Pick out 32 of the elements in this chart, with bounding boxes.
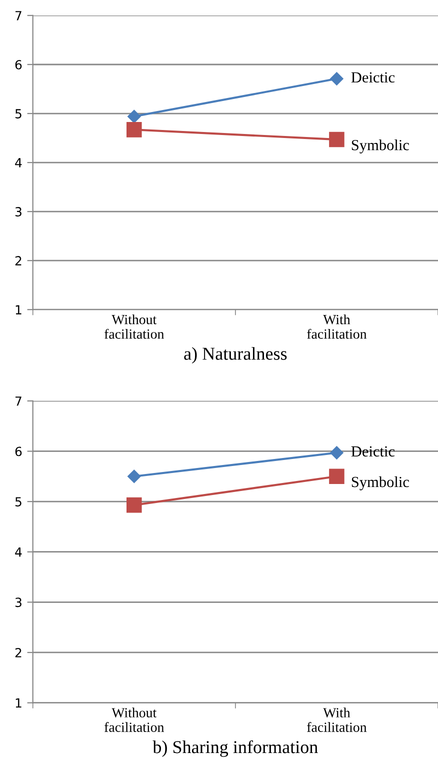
y-tick-label: 1: [16, 698, 22, 708]
series-label: Deictic: [351, 72, 395, 83]
x-tick-label: Without facilitation: [104, 708, 164, 732]
x-tick-label: With facilitation: [307, 314, 367, 339]
y-tick-label: 2: [15, 648, 22, 658]
series-label: Deictic: [351, 446, 395, 457]
point: [329, 468, 344, 484]
y-tick-label: 3: [15, 207, 22, 216]
series-label: Symbolic: [352, 476, 409, 490]
y-tick-label: 2: [15, 256, 22, 266]
point: [126, 122, 142, 138]
y-tick-label: 3: [15, 598, 22, 608]
point: [329, 132, 344, 148]
text: b) Sharing information: [152, 740, 318, 757]
y-tick-label: 4: [15, 548, 22, 557]
x-tick-label: With facilitation: [307, 708, 367, 732]
point: [126, 497, 142, 513]
y-tick-label: 6: [15, 446, 22, 456]
x-tick-label: Without facilitation: [104, 314, 164, 339]
point: [330, 72, 344, 86]
y-tick-label: 4: [15, 158, 22, 168]
y-tick-label: 7: [16, 396, 22, 406]
point: [330, 446, 344, 460]
y-tick-label: 1: [16, 305, 22, 314]
y-tick-label: 7: [16, 11, 22, 20]
y-tick-label: 5: [15, 497, 22, 506]
y-tick-label: 6: [15, 60, 22, 70]
y-tick-label: 5: [15, 109, 22, 118]
text: a) Naturalness: [184, 347, 287, 364]
series-label: Symbolic: [352, 140, 409, 154]
point: [128, 470, 141, 483]
point: [128, 110, 141, 124]
